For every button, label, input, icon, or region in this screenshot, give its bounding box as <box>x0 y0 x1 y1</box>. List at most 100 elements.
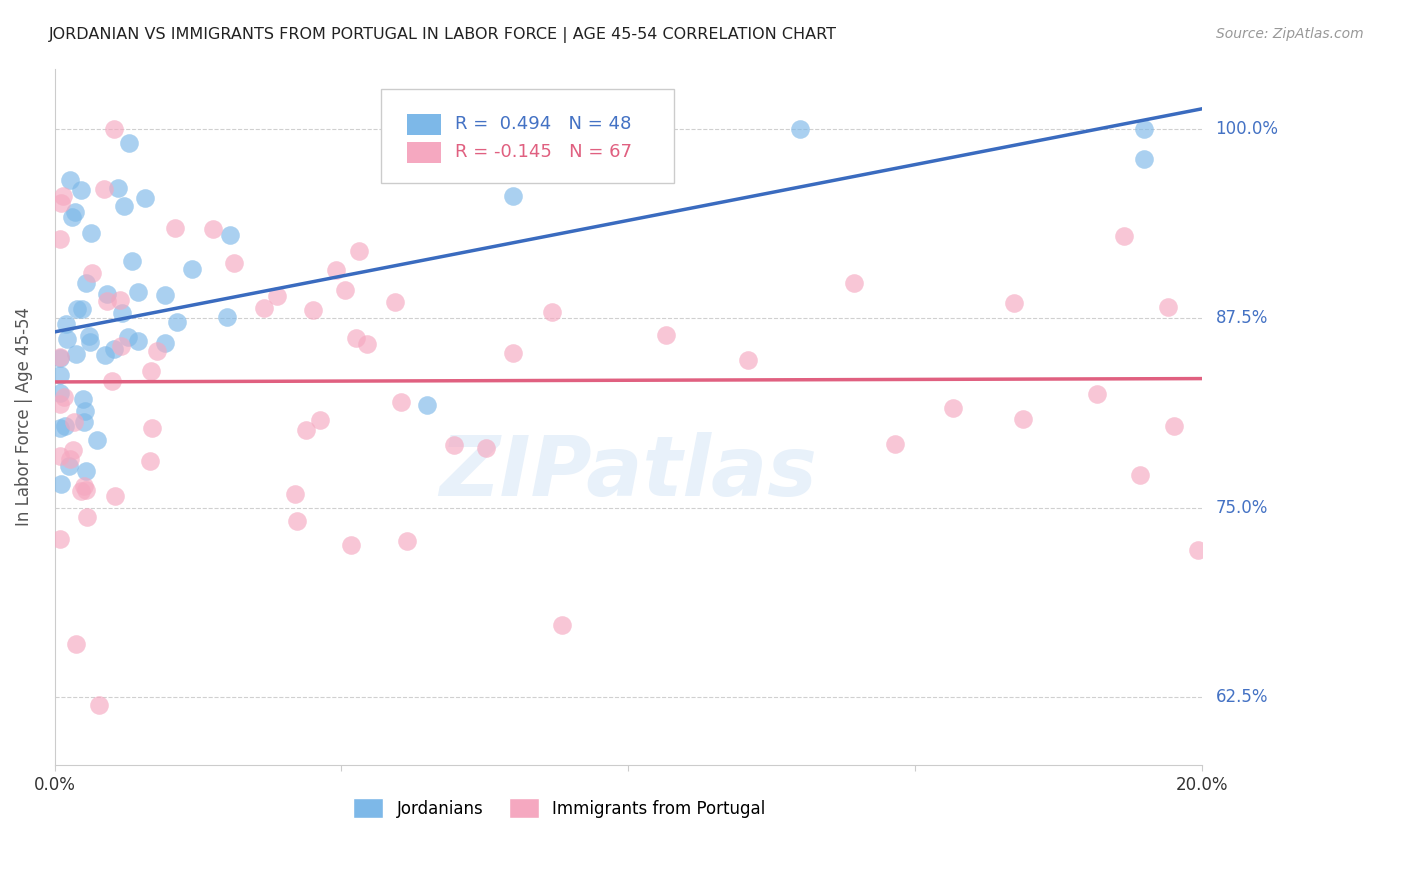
Point <box>344 331 367 345</box>
Point <box>842 276 865 290</box>
Point <box>502 189 524 203</box>
Point <box>202 222 225 236</box>
Point <box>49 449 72 463</box>
Point <box>80 266 103 280</box>
Bar <box>406 142 441 162</box>
Point <box>112 198 135 212</box>
Point <box>134 191 156 205</box>
Point <box>610 133 633 147</box>
Text: Source: ZipAtlas.com: Source: ZipAtlas.com <box>1216 27 1364 41</box>
Point <box>541 305 564 319</box>
Point <box>77 328 100 343</box>
Point <box>59 451 82 466</box>
Point <box>141 421 163 435</box>
Point <box>1133 122 1156 136</box>
Point <box>146 344 169 359</box>
Point <box>384 294 406 309</box>
Point <box>443 438 465 452</box>
Point <box>80 226 103 240</box>
Point <box>65 205 87 219</box>
Point <box>107 181 129 195</box>
Point <box>62 416 84 430</box>
Point <box>139 454 162 468</box>
Point <box>333 284 356 298</box>
Point <box>65 347 87 361</box>
Point <box>96 287 118 301</box>
Point <box>389 395 412 409</box>
Point <box>75 277 97 291</box>
Y-axis label: In Labor Force | Age 45-54: In Labor Force | Age 45-54 <box>15 308 32 526</box>
Point <box>86 433 108 447</box>
Point <box>356 337 378 351</box>
Point <box>166 314 188 328</box>
Point <box>163 220 186 235</box>
Point <box>1163 419 1185 434</box>
Point <box>73 415 96 429</box>
Point <box>127 334 149 348</box>
Point <box>49 396 72 410</box>
Text: ZIPatlas: ZIPatlas <box>439 432 817 513</box>
Point <box>49 385 72 400</box>
Point <box>1157 300 1180 314</box>
Point <box>75 483 97 498</box>
FancyBboxPatch shape <box>381 89 673 184</box>
Point <box>117 330 139 344</box>
Point <box>101 374 124 388</box>
Point <box>1085 387 1108 401</box>
Point <box>396 533 419 548</box>
Point <box>49 532 72 546</box>
Point <box>62 442 84 457</box>
Point <box>52 188 75 202</box>
Point <box>215 310 238 324</box>
Point <box>1187 543 1209 558</box>
Point <box>96 294 118 309</box>
Point <box>49 421 72 435</box>
Point <box>65 637 87 651</box>
Point <box>253 301 276 316</box>
Point <box>502 345 524 359</box>
Point <box>1112 229 1135 244</box>
Point <box>55 332 77 346</box>
Point <box>111 306 134 320</box>
Point <box>89 698 111 712</box>
Text: R = -0.145   N = 67: R = -0.145 N = 67 <box>456 143 631 161</box>
Point <box>1002 295 1025 310</box>
Point <box>49 232 72 246</box>
Point <box>75 404 97 418</box>
Point <box>285 515 308 529</box>
Point <box>79 334 101 349</box>
Point <box>883 436 905 450</box>
Point <box>58 459 80 474</box>
Point <box>284 487 307 501</box>
Point <box>416 397 439 411</box>
Point <box>475 442 498 456</box>
Point <box>94 348 117 362</box>
Point <box>73 478 96 492</box>
Point <box>325 263 347 277</box>
Point <box>104 489 127 503</box>
Point <box>70 301 93 316</box>
Point <box>49 476 72 491</box>
Text: 100.0%: 100.0% <box>1216 120 1278 138</box>
Point <box>59 173 82 187</box>
Point <box>1133 153 1156 167</box>
Text: 62.5%: 62.5% <box>1216 688 1268 706</box>
Point <box>60 211 83 225</box>
Point <box>654 328 676 343</box>
Point <box>108 293 131 307</box>
Point <box>49 368 72 382</box>
Point <box>49 351 72 365</box>
Point <box>52 390 75 404</box>
Text: 87.5%: 87.5% <box>1216 310 1268 327</box>
Point <box>70 483 93 498</box>
Point <box>127 285 149 300</box>
Point <box>181 261 204 276</box>
Point <box>53 419 76 434</box>
Point <box>295 423 318 437</box>
Point <box>103 122 125 136</box>
Point <box>551 618 574 632</box>
Point <box>339 538 361 552</box>
Point <box>103 342 125 356</box>
Point <box>93 181 115 195</box>
Point <box>266 289 288 303</box>
